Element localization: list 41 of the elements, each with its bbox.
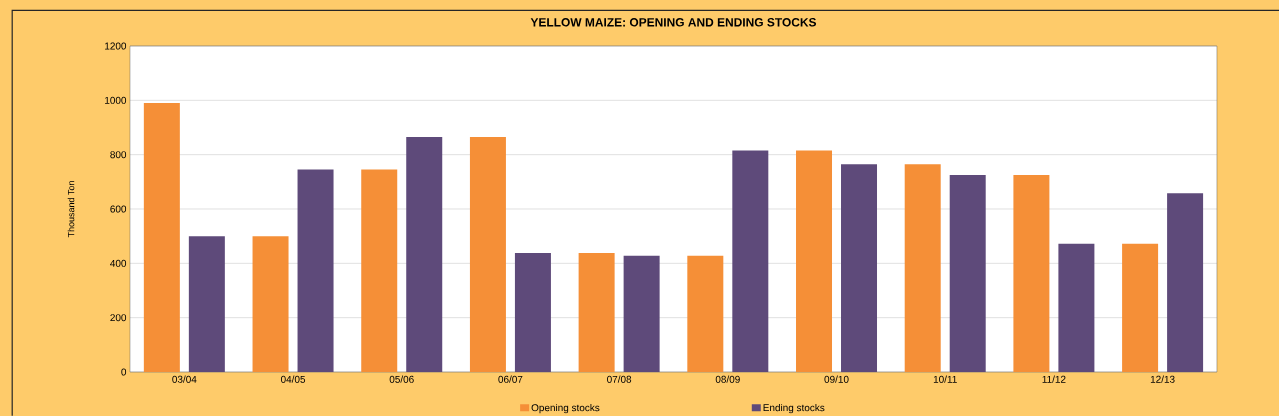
bar [687,255,724,372]
bar [796,150,833,372]
bar [188,236,225,372]
bar [469,137,506,372]
y-tick-label: 0 [121,368,127,376]
x-tick-label: 11/12 [1042,375,1066,383]
bar [623,255,660,372]
x-tick-label: 09/10 [824,375,849,383]
bar [361,169,398,372]
x-tick-label: 10/11 [933,375,957,383]
y-tick-label: 800 [110,151,127,159]
y-tick-label: 1000 [105,96,127,104]
bar [841,164,878,372]
y-tick-label: 1200 [105,42,127,50]
x-tick-label: 07/08 [607,375,632,383]
x-tick-label: 04/05 [280,375,306,383]
bar [252,236,289,372]
bar [1167,193,1204,372]
bar [1058,243,1095,372]
bar [1122,243,1159,372]
bar [732,150,769,372]
y-axis-title: Thousand Ton [67,181,75,238]
bar [1013,175,1050,372]
bar [514,253,551,372]
chart-title: YELLOW MAIZE: OPENING AND ENDING STOCKS [530,18,817,27]
legend-label: Opening stocks [531,403,600,414]
bar [578,253,615,372]
y-tick-label: 600 [110,205,127,213]
x-tick-label: 08/09 [715,375,740,383]
bar [297,169,334,372]
bar [949,175,986,372]
x-tick-label: 03/04 [172,375,197,383]
bar [904,164,941,372]
bar [143,103,180,372]
legend-label: Ending stocks [763,403,825,414]
y-tick-label: 200 [110,314,127,322]
y-tick-label: 400 [110,259,127,267]
x-tick-label: 06/07 [498,375,523,383]
bar [406,137,443,372]
x-tick-label: 12/13 [1150,375,1175,383]
x-tick-label: 05/06 [389,375,414,383]
